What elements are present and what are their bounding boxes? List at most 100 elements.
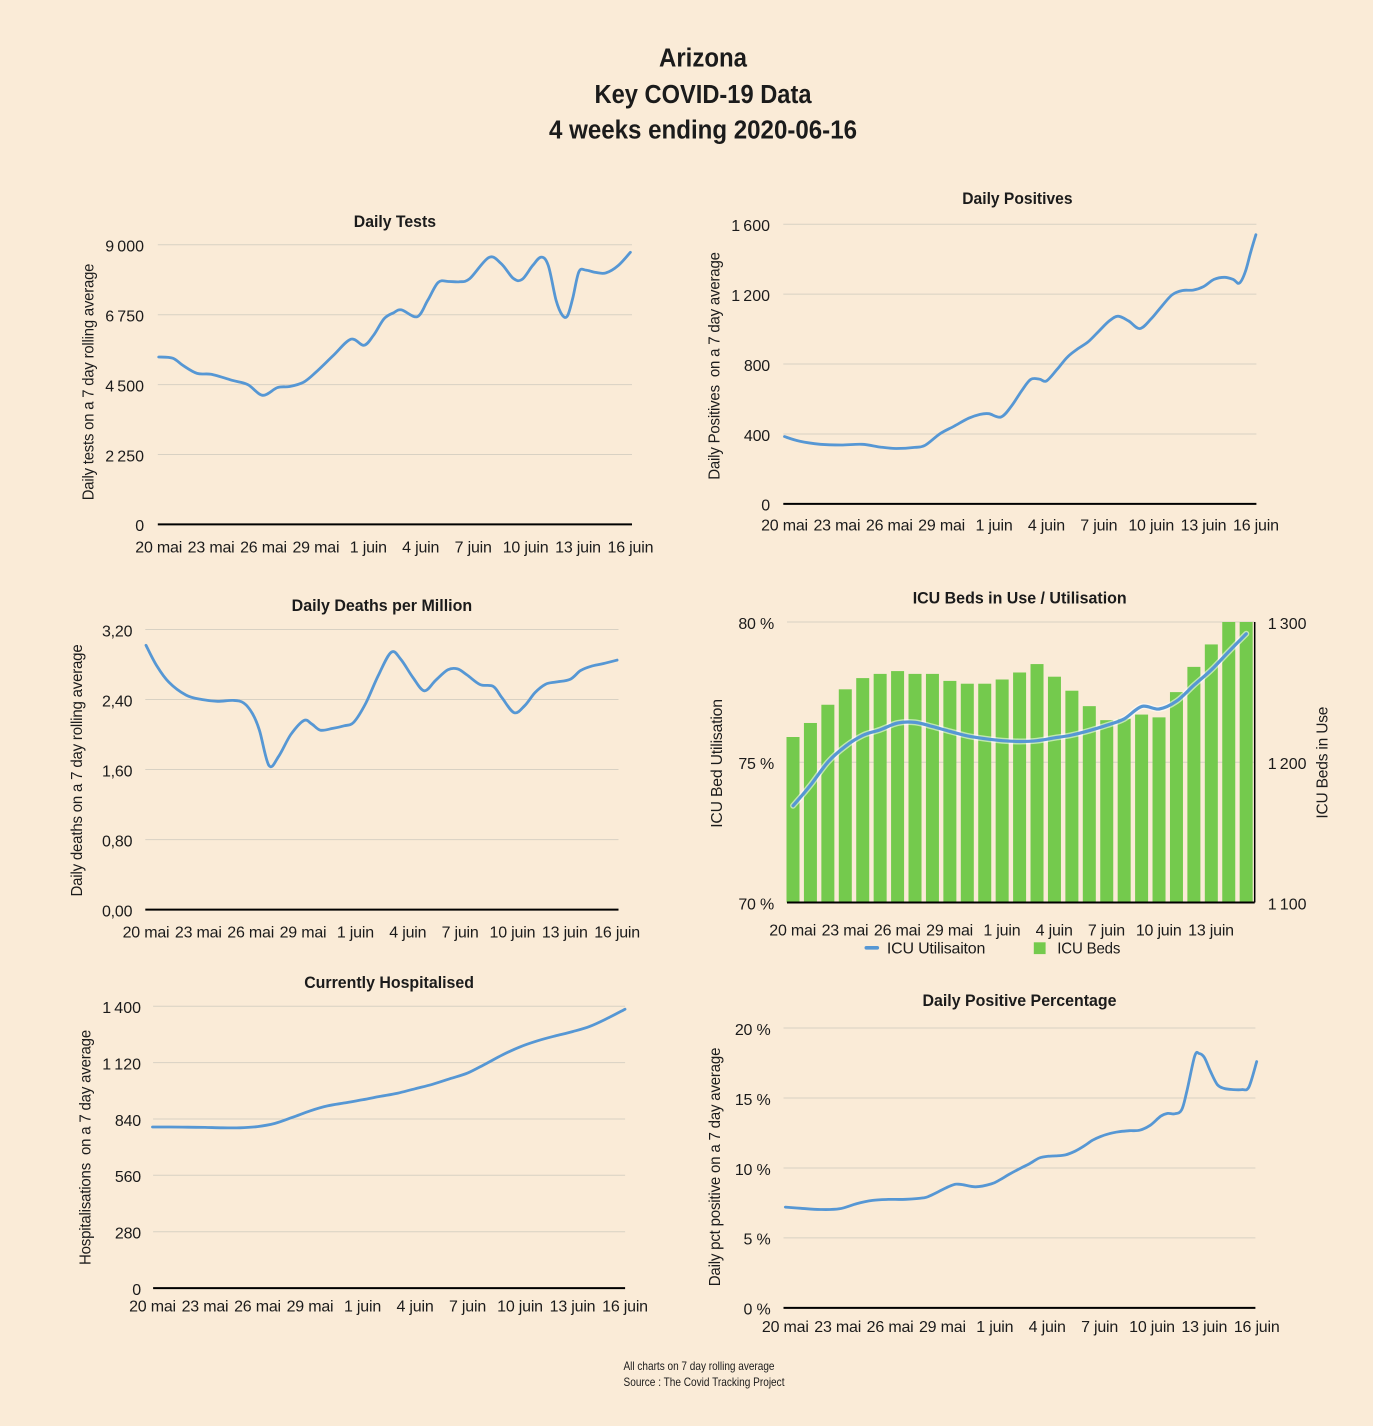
svg-text:29 mai: 29 mai	[280, 925, 327, 942]
svg-text:6 750: 6 750	[105, 309, 144, 326]
svg-text:10 juin: 10 juin	[503, 540, 549, 557]
svg-text:0: 0	[761, 498, 770, 515]
svg-text:20 mai: 20 mai	[762, 1319, 809, 1336]
svg-text:Daily pct positive on a 7 day: Daily pct positive on a 7 day average	[707, 1047, 724, 1286]
svg-text:70 %: 70 %	[738, 896, 774, 913]
svg-text:20 mai: 20 mai	[123, 925, 170, 942]
svg-text:0: 0	[132, 1282, 141, 1299]
svg-text:4 500: 4 500	[105, 378, 144, 395]
svg-text:10 juin: 10 juin	[1136, 923, 1182, 940]
svg-text:0: 0	[135, 518, 144, 535]
svg-text:Daily Positives: Daily Positives	[962, 190, 1072, 208]
svg-text:1 juin: 1 juin	[976, 1319, 1013, 1336]
svg-text:1 juin: 1 juin	[983, 923, 1020, 940]
svg-text:15 %: 15 %	[735, 1092, 771, 1109]
svg-text:75 %: 75 %	[738, 756, 774, 773]
svg-text:16 juin: 16 juin	[608, 540, 654, 557]
svg-text:26 mai: 26 mai	[874, 923, 921, 940]
svg-text:23 mai: 23 mai	[182, 1299, 229, 1316]
svg-text:13 juin: 13 juin	[1188, 923, 1234, 940]
svg-text:1 200: 1 200	[1268, 756, 1307, 773]
svg-text:5 %: 5 %	[744, 1232, 771, 1249]
svg-text:20 mai: 20 mai	[135, 540, 182, 557]
svg-text:280: 280	[115, 1226, 141, 1243]
svg-text:20 mai: 20 mai	[761, 518, 808, 535]
svg-text:26 mai: 26 mai	[867, 1319, 914, 1336]
svg-text:29 mai: 29 mai	[918, 518, 965, 535]
svg-text:29 mai: 29 mai	[926, 923, 973, 940]
svg-text:10 juin: 10 juin	[490, 925, 536, 942]
svg-text:13 juin: 13 juin	[550, 1299, 596, 1316]
svg-text:16 juin: 16 juin	[602, 1299, 648, 1316]
svg-text:800: 800	[744, 358, 770, 375]
svg-text:23 mai: 23 mai	[175, 925, 222, 942]
svg-text:10 juin: 10 juin	[497, 1299, 543, 1316]
svg-text:Daily tests on a 7 day rolling: Daily tests on a 7 day rolling average	[81, 263, 98, 500]
svg-text:4 weeks ending 2020-06-16: 4 weeks ending 2020-06-16	[549, 117, 857, 145]
svg-text:1,60: 1,60	[102, 763, 133, 780]
svg-text:7 juin: 7 juin	[455, 540, 492, 557]
svg-text:ICU Beds: ICU Beds	[1057, 940, 1120, 957]
svg-text:ICU Beds in Use: ICU Beds in Use	[1315, 706, 1332, 818]
svg-text:840: 840	[115, 1113, 141, 1130]
svg-text:Daily Deaths per Million: Daily Deaths per Million	[292, 597, 473, 615]
svg-text:Daily Positives on a 7 day av: Daily Positives on a 7 day average	[707, 252, 724, 480]
svg-text:23 mai: 23 mai	[814, 1319, 861, 1336]
svg-text:Currently Hospitalised: Currently Hospitalised	[304, 974, 474, 992]
svg-text:13 juin: 13 juin	[1181, 518, 1227, 535]
svg-text:0,00: 0,00	[102, 903, 133, 920]
svg-text:10 juin: 10 juin	[1128, 518, 1174, 535]
svg-text:4 juin: 4 juin	[1036, 923, 1073, 940]
svg-text:26 mai: 26 mai	[240, 540, 287, 557]
svg-text:7 juin: 7 juin	[1081, 1319, 1118, 1336]
svg-text:29 mai: 29 mai	[292, 540, 339, 557]
svg-text:13 juin: 13 juin	[1181, 1319, 1227, 1336]
svg-text:23 mai: 23 mai	[813, 518, 860, 535]
svg-text:Daily Tests: Daily Tests	[354, 213, 436, 231]
svg-text:26 mai: 26 mai	[866, 518, 913, 535]
svg-text:1 100: 1 100	[1268, 896, 1307, 913]
svg-text:20 mai: 20 mai	[129, 1299, 176, 1316]
svg-text:1 400: 1 400	[102, 1000, 141, 1017]
svg-text:7 juin: 7 juin	[449, 1299, 486, 1316]
svg-text:Source : The Covid Tracking Pr: Source : The Covid Tracking Project	[624, 1375, 786, 1389]
svg-text:26 mai: 26 mai	[227, 925, 274, 942]
svg-text:80 %: 80 %	[738, 616, 774, 633]
svg-text:1 juin: 1 juin	[975, 518, 1012, 535]
svg-text:16 juin: 16 juin	[1234, 1319, 1280, 1336]
svg-text:1 120: 1 120	[102, 1056, 141, 1073]
svg-text:9 000: 9 000	[105, 239, 144, 256]
svg-text:1 600: 1 600	[731, 218, 770, 235]
svg-text:4 juin: 4 juin	[389, 925, 426, 942]
svg-text:4 juin: 4 juin	[396, 1299, 433, 1316]
svg-text:ICU Bed Utilisation: ICU Bed Utilisation	[709, 699, 726, 828]
svg-text:20 %: 20 %	[735, 1022, 771, 1039]
svg-text:3,20: 3,20	[102, 623, 133, 640]
svg-text:26 mai: 26 mai	[234, 1299, 281, 1316]
svg-text:Key COVID-19 Data: Key COVID-19 Data	[595, 81, 813, 109]
svg-text:0,80: 0,80	[102, 833, 133, 850]
svg-text:4 juin: 4 juin	[1028, 518, 1065, 535]
svg-text:29 mai: 29 mai	[287, 1299, 334, 1316]
svg-text:Hospitalisations on a 7 day a: Hospitalisations on a 7 day average	[78, 1030, 95, 1265]
svg-text:560: 560	[115, 1169, 141, 1186]
svg-text:2,40: 2,40	[102, 693, 133, 710]
svg-text:10 %: 10 %	[735, 1162, 771, 1179]
svg-text:23 mai: 23 mai	[188, 540, 235, 557]
svg-text:Daily Positive Percentage: Daily Positive Percentage	[923, 992, 1117, 1010]
svg-text:10 juin: 10 juin	[1129, 1319, 1175, 1336]
svg-text:1 juin: 1 juin	[337, 925, 374, 942]
svg-text:29 mai: 29 mai	[919, 1319, 966, 1336]
svg-text:23 mai: 23 mai	[822, 923, 869, 940]
svg-text:1 juin: 1 juin	[344, 1299, 381, 1316]
svg-text:7 juin: 7 juin	[442, 925, 479, 942]
svg-text:Daily deaths on a 7 day rollin: Daily deaths on a 7 day rolling average	[69, 644, 86, 896]
svg-text:2 250: 2 250	[105, 448, 144, 465]
svg-text:400: 400	[744, 428, 770, 445]
svg-text:ICU Utilisaiton: ICU Utilisaiton	[887, 940, 985, 957]
svg-text:All charts on 7 day rolling av: All charts on 7 day rolling average	[624, 1359, 775, 1373]
svg-text:Arizona: Arizona	[659, 44, 748, 72]
svg-text:ICU Beds in Use / Utilisation: ICU Beds in Use / Utilisation	[913, 590, 1127, 608]
svg-text:13 juin: 13 juin	[555, 540, 601, 557]
svg-text:7 juin: 7 juin	[1080, 518, 1117, 535]
